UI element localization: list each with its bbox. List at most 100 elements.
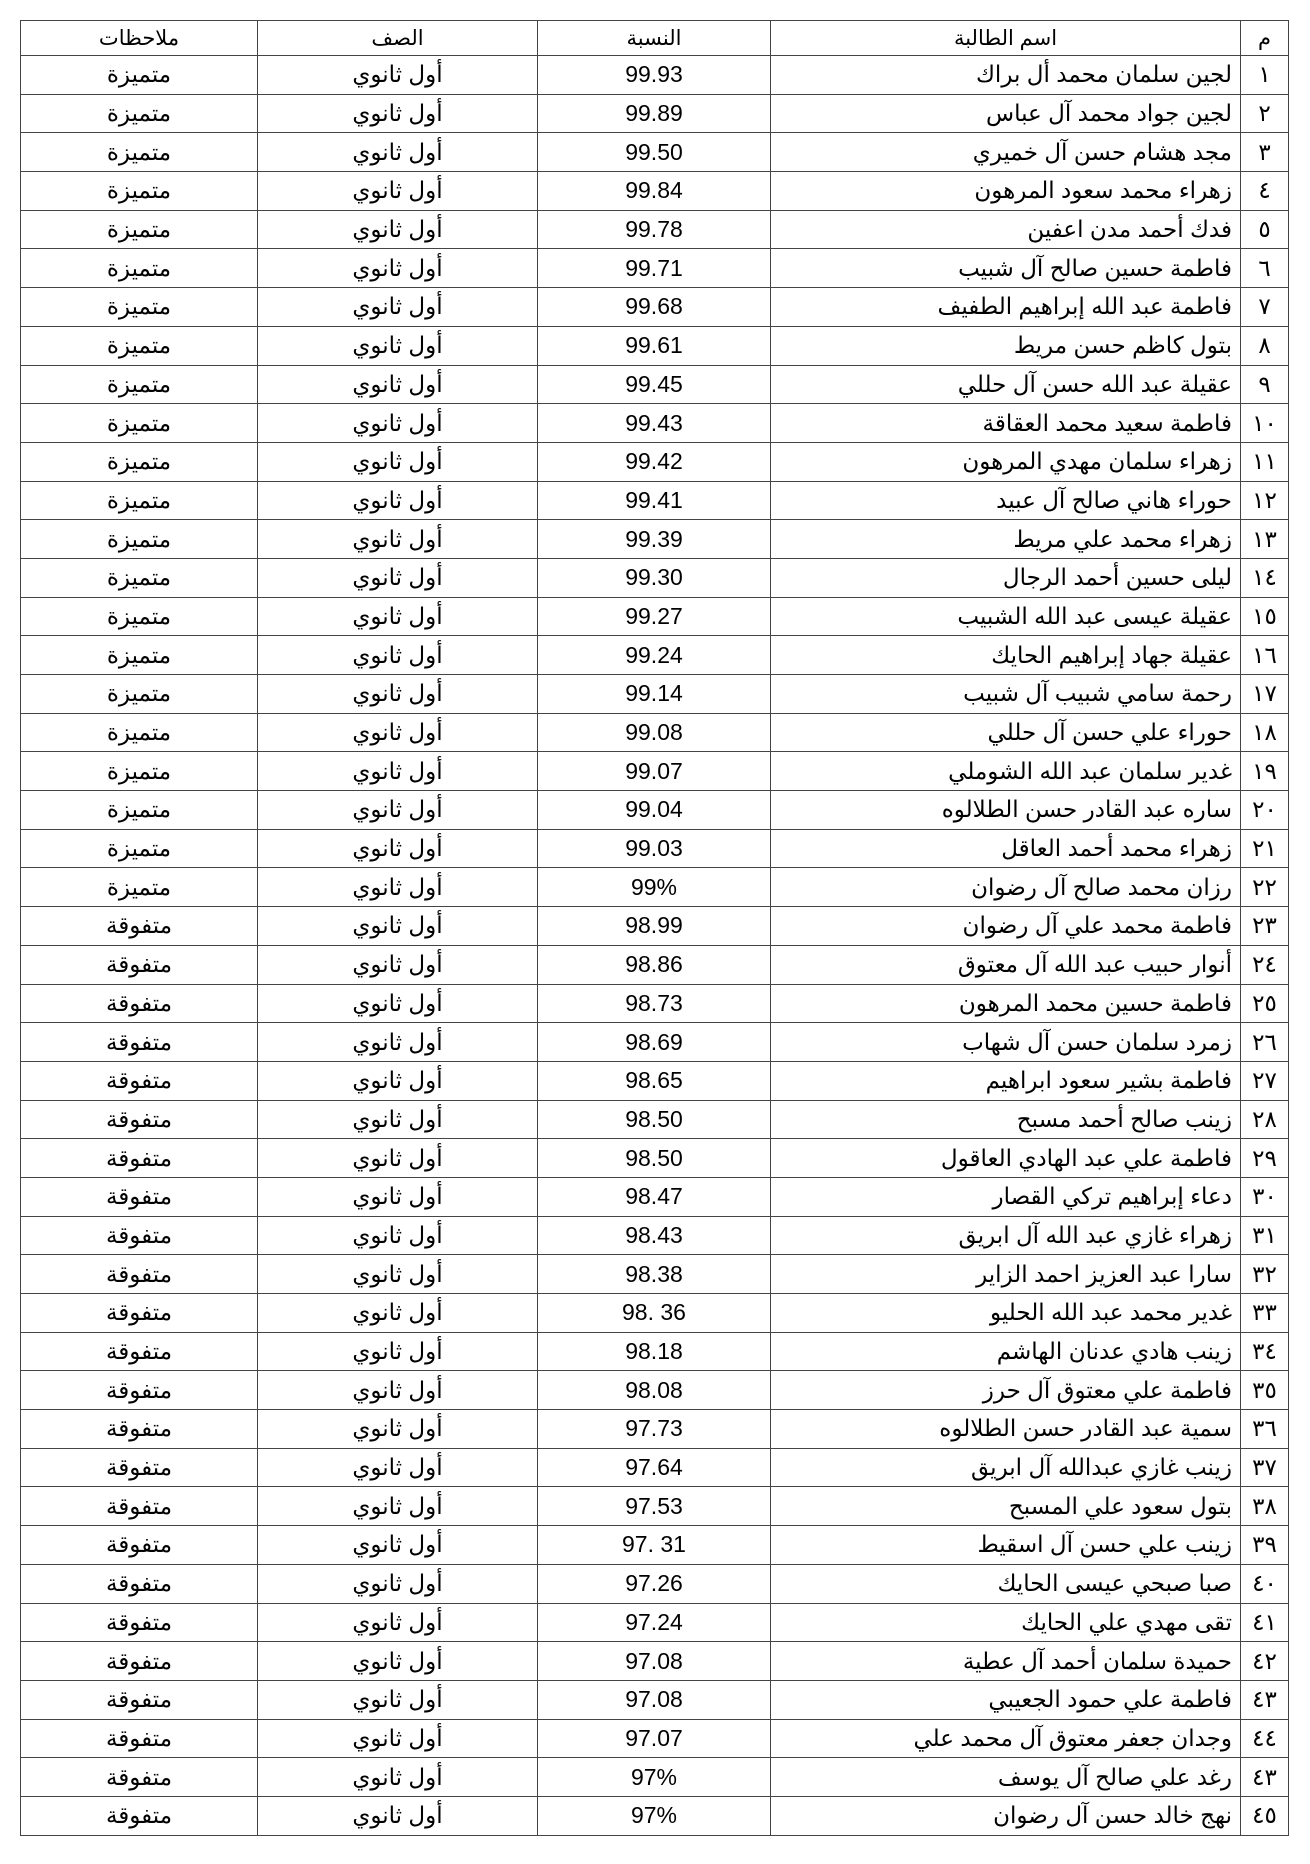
class-cell: أول ثانوي [257,480,538,521]
row-number: ٣٣ [1240,1293,1289,1333]
percentage: 97.24 [537,1602,771,1643]
row-number: ٣٠ [1240,1176,1289,1217]
student-name: رحمة سامي شبيب آل شبيب [770,674,1241,714]
student-name: عقيلة عيسى عبد الله الشبيب [770,596,1241,637]
class-cell: أول ثانوي [257,1795,538,1836]
notes-cell: متميزة [20,635,258,675]
table-row: ٣٧ زينب غازي عبدالله آل ابريق 97.64 أول ثان… [20,1447,1289,1488]
notes-cell: متميزة [20,596,258,637]
header-notes: ملاحظات [20,20,258,56]
percentage: 99.50 [537,132,771,173]
percentage: 99.93 [537,55,771,95]
row-number: ٢٨ [1240,1099,1289,1140]
student-name: فاطمة حسين محمد المرهون [770,983,1241,1024]
notes-cell: متميزة [20,55,258,95]
percentage: 99.71 [537,248,771,289]
percentage: 97.73 [537,1409,771,1449]
student-name: فاطمة علي معتوق آل حرز [770,1370,1241,1411]
table-row: ٣٣ غدير محمد عبد الله الحليو 98. 36 أول ثان… [20,1293,1289,1333]
student-name: زهراء محمد علي مريط [770,519,1241,559]
student-name: وجدان جعفر معتوق آل محمد علي [770,1718,1241,1759]
class-cell: أول ثانوي [257,287,538,327]
table-row: ٣٩ زينب علي حسن آل اسقيط 97. 31 أول ثانوي مت… [20,1525,1289,1565]
percentage: 98.99 [537,906,771,946]
row-number: ٤٥ [1240,1795,1289,1836]
student-name: سمية عبد القادر حسن الطلالوه [770,1409,1241,1449]
student-name: بتول كاظم حسن مريط [770,325,1241,366]
table-row: ١١ زهراء سلمان مهدي المرهون 99.42 أول ثانوي… [20,441,1289,482]
student-name: فدك أحمد مدن اعفين [770,209,1241,250]
class-cell: أول ثانوي [257,1409,538,1449]
student-name: زهراء سلمان مهدي المرهون [770,441,1241,482]
percentage: 98.18 [537,1331,771,1372]
student-name: فاطمة بشير سعود ابراهيم [770,1060,1241,1101]
header-percentage: النسبة [537,20,771,56]
row-number: ٣٢ [1240,1254,1289,1294]
class-cell: أول ثانوي [257,674,538,714]
notes-cell: متميزة [20,790,258,830]
percentage: 99.03 [537,828,771,869]
student-name: غدير محمد عبد الله الحليو [770,1293,1241,1333]
percentage: 97.08 [537,1679,771,1720]
student-name: زينب هادي عدنان الهاشم [770,1331,1241,1372]
row-number: ١٣ [1240,519,1289,559]
row-number: ٢٤ [1240,944,1289,985]
notes-cell: متفوقة [20,1022,258,1062]
table-row: ٥ فدك أحمد مدن اعفين 99.78 أول ثانوي متميزة [20,209,1289,250]
class-cell: أول ثانوي [257,364,538,405]
class-cell: أول ثانوي [257,751,538,792]
notes-cell: متفوقة [20,1718,258,1759]
row-number: ٣٨ [1240,1486,1289,1527]
notes-cell: متفوقة [20,1370,258,1411]
class-cell: أول ثانوي [257,867,538,908]
row-number: ٢٧ [1240,1060,1289,1101]
percentage: 97.07 [537,1718,771,1759]
notes-cell: متفوقة [20,1525,258,1565]
notes-cell: متفوقة [20,1138,258,1178]
notes-cell: متفوقة [20,1486,258,1527]
class-cell: أول ثانوي [257,944,538,985]
percentage: 99.68 [537,287,771,327]
table-row: ١ لجين سلمان محمد أل براك 99.93 أول ثانوي مت… [20,55,1289,95]
table-row: ٣٥ فاطمة علي معتوق آل حرز 98.08 أول ثانوي مت… [20,1370,1289,1411]
student-name: بتول سعود علي المسبح [770,1486,1241,1527]
student-name: غدير سلمان عبد الله الشوملي [770,751,1241,792]
notes-cell: متميزة [20,403,258,443]
header-student-name: اسم الطالبة [770,20,1241,56]
row-number: ١٩ [1240,751,1289,792]
table-row: ٤٠ صبا صبحي عيسى الحايك 97.26 أول ثانوي متفو… [20,1563,1289,1604]
row-number: ٣٧ [1240,1447,1289,1488]
percentage: 98.65 [537,1060,771,1101]
table-row: ٢٢ رزان محمد صالح آل رضوان 99% أول ثانوي متم… [20,867,1289,908]
notes-cell: متميزة [20,248,258,289]
percentage: 99.78 [537,209,771,250]
table-row: ١٥ عقيلة عيسى عبد الله الشبيب 99.27 أول ثان… [20,596,1289,637]
percentage: 99.39 [537,519,771,559]
row-number: ٤ [1240,171,1289,211]
students-table: م اسم الطالبة النسبة الصف ملاحظات ١ لجين … [20,20,1289,1836]
table-row: ٢٤ أنوار حبيب عبد الله آل معتوق 98.86 أول ث… [20,944,1289,985]
table-row: ٣٠ دعاء إبراهيم تركي القصار 98.47 أول ثانوي… [20,1176,1289,1217]
row-number: ٥ [1240,209,1289,250]
table-row: ١٦ عقيلة جهاد إبراهيم الحايك 99.24 أول ثانو… [20,635,1289,675]
row-number: ١٨ [1240,712,1289,753]
student-name: حوراء علي حسن آل حللي [770,712,1241,753]
notes-cell: متفوقة [20,1563,258,1604]
table-row: ٣٨ بتول سعود علي المسبح 97.53 أول ثانوي متفو… [20,1486,1289,1527]
table-row: ٢٠ ساره عبد القادر حسن الطلالوه 99.04 أول ث… [20,790,1289,830]
student-name: زينب صالح أحمد مسبح [770,1099,1241,1140]
student-name: مجد هشام حسن آل خميري [770,132,1241,173]
notes-cell: متميزة [20,364,258,405]
row-number: ١ [1240,55,1289,95]
percentage: 99.89 [537,93,771,134]
percentage: 97.26 [537,1563,771,1604]
notes-cell: متفوقة [20,906,258,946]
notes-cell: متفوقة [20,1409,258,1449]
percentage: 98.86 [537,944,771,985]
notes-cell: متفوقة [20,1447,258,1488]
class-cell: أول ثانوي [257,325,538,366]
notes-cell: متميزة [20,93,258,134]
table-row: ٢٥ فاطمة حسين محمد المرهون 98.73 أول ثانوي م… [20,983,1289,1024]
class-cell: أول ثانوي [257,1486,538,1527]
table-row: ٦ فاطمة حسين صالح آل شبيب 99.71 أول ثانوي مت… [20,248,1289,289]
